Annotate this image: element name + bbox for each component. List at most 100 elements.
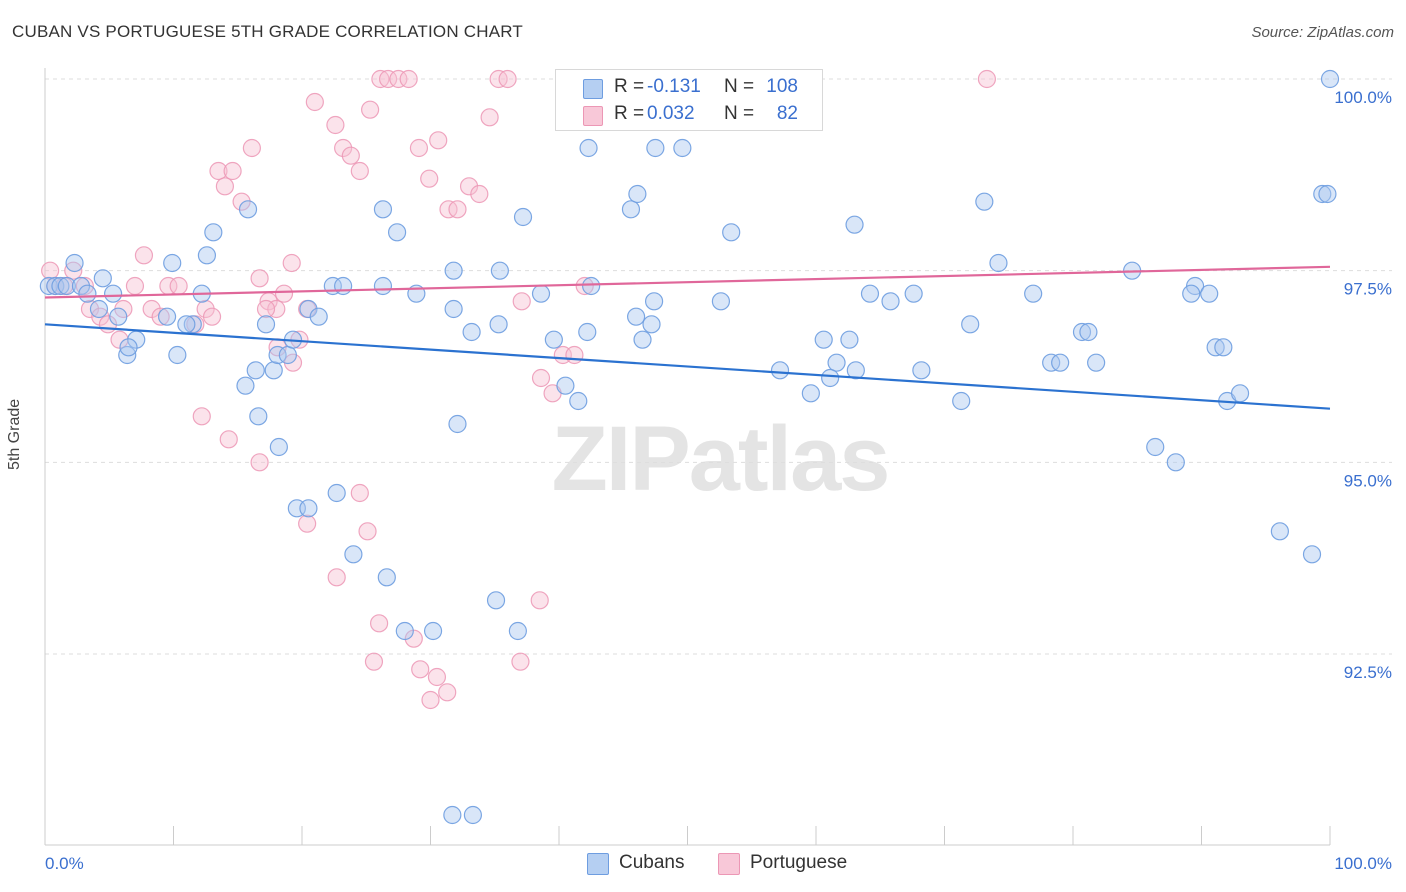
portuguese-point (420, 169, 439, 188)
portuguese-swatch (718, 853, 740, 875)
portuguese-point (429, 131, 448, 150)
cubans-point (1146, 437, 1165, 457)
portuguese-point (341, 146, 360, 165)
cubans-point (1302, 545, 1322, 564)
cubans-point (93, 269, 112, 288)
cubans-trend-line (44, 323, 1331, 410)
portuguese-point (267, 299, 286, 319)
cubans-point (104, 284, 123, 303)
cubans-point (269, 437, 288, 457)
n-label: N = (724, 76, 755, 97)
cubans-point (1270, 522, 1289, 541)
legend-row-cubans: R = -0.131 N = 108 (556, 73, 822, 101)
portuguese-point (305, 92, 324, 112)
cubans-point (309, 307, 328, 326)
portuguese-point (282, 253, 301, 273)
cubans-point (1072, 322, 1092, 342)
portuguese-point (411, 660, 430, 679)
portuguese-trend-line (44, 265, 1331, 299)
cubans-point (249, 407, 268, 426)
cubans-point (490, 261, 509, 280)
cubans-point (278, 345, 297, 365)
cubans-point (238, 200, 258, 219)
cubans-point (444, 261, 463, 280)
cubans-point (377, 568, 396, 587)
portuguese-point (364, 652, 384, 671)
portuguese-point (41, 261, 60, 280)
r-label: R = (614, 76, 645, 97)
cubans-point (157, 307, 177, 326)
legend-row-portuguese: R = 0.032 N = 82 (556, 100, 822, 128)
portuguese-point (361, 100, 380, 119)
portuguese-point (274, 284, 294, 303)
cubans-point (51, 276, 70, 296)
cubans-point (626, 307, 646, 326)
portuguese-swatch (583, 106, 603, 126)
r-value: 0.032 (647, 103, 695, 124)
cubans-point (119, 338, 138, 357)
source-note: Source: ZipAtlas.com (1251, 24, 1394, 41)
portuguese-point (480, 108, 499, 127)
cubans-point (628, 184, 647, 204)
cubans-point (264, 361, 283, 380)
cubans-point (644, 292, 664, 311)
cubans-point (334, 276, 353, 296)
cubans-point (78, 284, 97, 303)
portuguese-point (399, 69, 418, 89)
portuguese-point (498, 69, 517, 89)
cubans-point (246, 361, 265, 380)
portuguese-point (512, 292, 531, 311)
portuguese-point (64, 261, 83, 280)
portuguese-point (250, 453, 269, 472)
cubans-point (722, 223, 741, 242)
cubans-point (904, 284, 923, 303)
cubans-point (57, 276, 76, 296)
portuguese-point (334, 138, 353, 158)
cubans-point (373, 200, 393, 219)
cubans-point (197, 246, 217, 265)
cubans-point (531, 284, 551, 303)
portuguese-point (250, 269, 269, 288)
correlation-legend: R = -0.131 N = 108 R = 0.032 N = 82 (555, 69, 823, 131)
cubans-point (556, 376, 575, 395)
portuguese-point (350, 161, 369, 181)
portuguese-point (327, 568, 346, 587)
portuguese-point (358, 522, 377, 541)
r-label: R = (614, 103, 645, 124)
cubans-point (344, 545, 363, 564)
cubans-point (1230, 384, 1250, 403)
cubans-point (881, 292, 900, 311)
chart-title: CUBAN VS PORTUGUESE 5TH GRADE CORRELATIO… (12, 22, 523, 41)
cubans-point (1318, 184, 1337, 204)
portuguese-point (531, 368, 551, 388)
cubans-swatch (587, 853, 609, 875)
r-value: -0.131 (647, 76, 701, 97)
portuguese-point (438, 683, 457, 702)
y-tick-label: 92.5% (1344, 663, 1392, 682)
portuguese-point (389, 69, 408, 89)
cubans-point (177, 315, 196, 334)
cubans-point (444, 299, 463, 319)
cubans-point (387, 223, 407, 242)
cubans-point (1313, 184, 1332, 204)
cubans-point (1024, 284, 1043, 303)
portuguese-point (223, 161, 242, 181)
cubans-point (569, 391, 588, 411)
cubans-point (373, 276, 393, 296)
cubans-point (1320, 69, 1340, 89)
axes (44, 68, 1331, 846)
cubans-point (489, 315, 508, 334)
portuguese-point (151, 307, 170, 326)
portuguese-point (219, 430, 238, 449)
cubans-point (462, 322, 481, 342)
cubans-point (109, 307, 128, 326)
cubans-point (642, 315, 661, 334)
portuguese-point (256, 299, 276, 319)
cubans-point (633, 330, 652, 349)
portuguese-point (350, 483, 369, 503)
cubans-label: Cubans (619, 852, 685, 873)
portuguese-points (41, 69, 997, 710)
cubans-point (770, 361, 790, 380)
portuguese-point (326, 115, 345, 135)
